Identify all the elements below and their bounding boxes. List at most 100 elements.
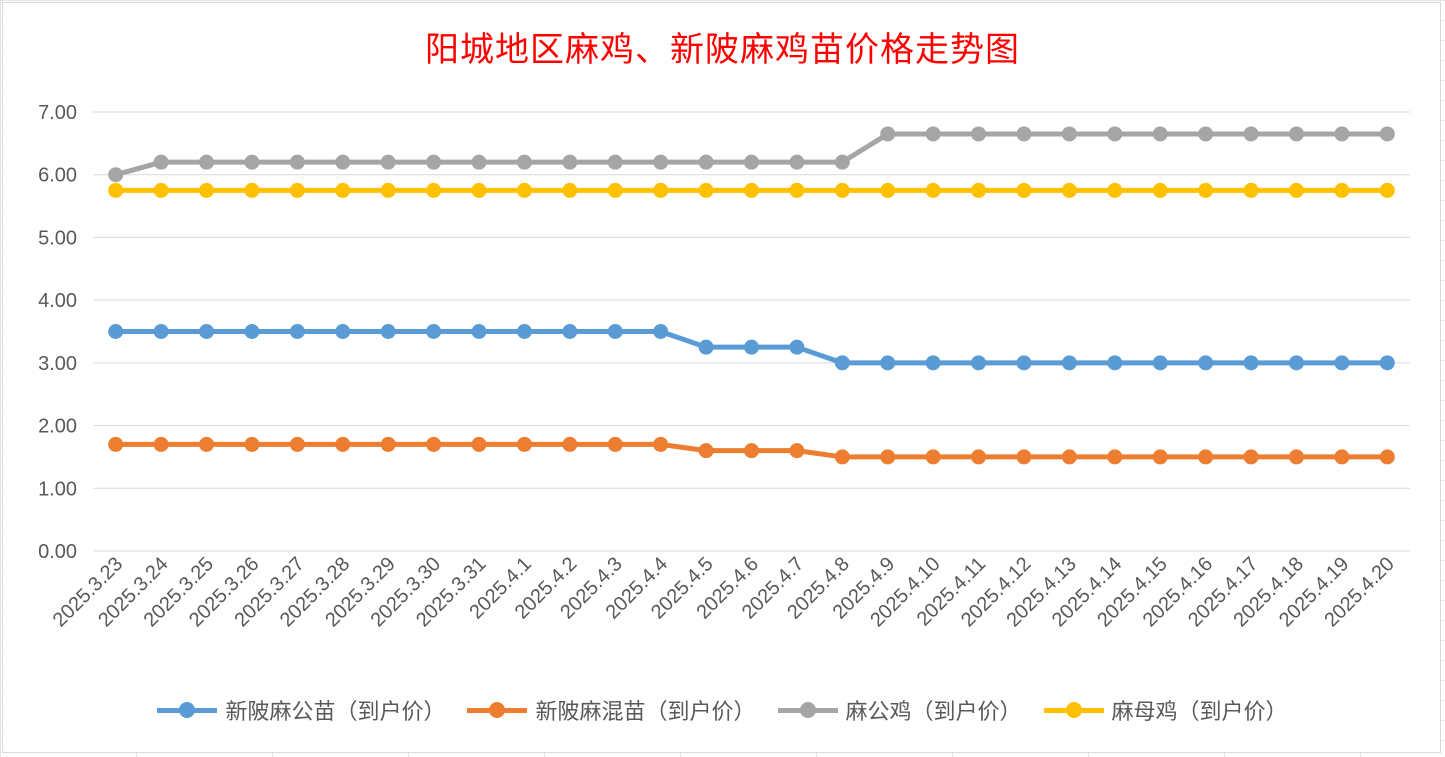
legend: 新陂麻公苗（到户价） 新陂麻混苗（到户价） 麻公鸡（到户价） 麻母鸡（到户价）	[0, 694, 1445, 726]
legend-marker	[777, 702, 838, 718]
data-point	[244, 436, 260, 452]
data-point	[199, 436, 215, 452]
data-point	[289, 154, 305, 170]
data-point	[1198, 126, 1214, 142]
data-point	[244, 182, 260, 198]
data-point	[1243, 126, 1259, 142]
data-point	[834, 449, 850, 465]
data-point	[153, 154, 169, 170]
data-point	[925, 449, 941, 465]
data-point	[1334, 182, 1350, 198]
data-point	[971, 126, 987, 142]
data-point	[1016, 182, 1032, 198]
data-point	[153, 324, 169, 339]
data-point	[335, 182, 351, 198]
data-point	[289, 436, 305, 452]
series-4	[108, 182, 1395, 198]
data-point	[108, 324, 124, 339]
data-point	[1379, 449, 1395, 465]
data-point	[289, 182, 305, 198]
data-point	[971, 355, 987, 371]
data-point	[1198, 182, 1214, 198]
y-tick-label: 3.00	[38, 353, 77, 375]
data-point	[789, 443, 805, 459]
data-point	[1016, 355, 1032, 371]
series-1	[108, 324, 1395, 371]
y-tick-label: 2.00	[38, 416, 77, 438]
data-point	[698, 154, 714, 170]
data-point	[744, 339, 759, 355]
data-point	[199, 182, 215, 198]
data-point	[880, 449, 896, 465]
data-point	[607, 324, 623, 339]
data-point	[108, 182, 124, 198]
data-point	[516, 182, 532, 198]
data-point	[426, 182, 442, 198]
chart-title: 阳城地区麻鸡、新陂麻鸡苗价格走势图	[425, 30, 1020, 70]
data-point	[653, 324, 669, 339]
data-point	[153, 182, 169, 198]
data-point	[1152, 182, 1168, 198]
y-tick-label: 7.00	[38, 102, 77, 124]
data-point	[335, 154, 351, 170]
data-point	[1334, 449, 1350, 465]
data-point	[516, 154, 532, 170]
data-point	[516, 324, 532, 339]
data-point	[607, 436, 623, 452]
data-point	[880, 182, 896, 198]
data-point	[562, 436, 578, 452]
gridlines	[93, 111, 1410, 552]
data-point	[1198, 449, 1214, 465]
data-point	[1107, 126, 1123, 142]
data-point	[880, 126, 896, 142]
data-point	[1061, 449, 1077, 465]
data-point	[335, 324, 351, 339]
data-point	[1107, 182, 1123, 198]
data-point	[698, 443, 714, 459]
data-point	[789, 154, 805, 170]
data-point	[1016, 449, 1032, 465]
data-point	[380, 154, 396, 170]
data-point	[153, 436, 169, 452]
data-point	[653, 436, 669, 452]
data-point	[199, 324, 215, 339]
data-point	[834, 182, 850, 198]
legend-item: 新陂麻混苗（到户价）	[467, 694, 756, 726]
data-point	[1288, 126, 1304, 142]
data-point	[1334, 355, 1350, 371]
data-point	[244, 154, 260, 170]
data-point	[199, 154, 215, 170]
data-point	[426, 154, 442, 170]
data-point	[1198, 355, 1214, 371]
y-tick-label: 1.00	[38, 478, 77, 500]
data-point	[1016, 126, 1032, 142]
data-point	[744, 154, 759, 170]
data-point	[971, 182, 987, 198]
legend-marker	[467, 702, 528, 718]
y-tick-label: 0.00	[38, 541, 77, 563]
x-axis: 2025.3.232025.3.242025.3.252025.3.262025…	[49, 553, 1399, 631]
data-point	[471, 182, 487, 198]
series-3	[108, 126, 1395, 183]
data-point	[1243, 355, 1259, 371]
data-point	[108, 436, 124, 452]
data-point	[1152, 355, 1168, 371]
y-tick-label: 6.00	[38, 165, 77, 187]
data-point	[698, 339, 714, 355]
data-point	[653, 182, 669, 198]
data-point	[471, 154, 487, 170]
y-axis: 0.00 1.00 2.00 3.00 4.00 5.00 6.00 7.00	[38, 102, 77, 563]
data-point	[562, 182, 578, 198]
data-point	[289, 324, 305, 339]
data-point	[1107, 355, 1123, 371]
data-point	[607, 182, 623, 198]
data-point	[1061, 126, 1077, 142]
data-point	[335, 436, 351, 452]
data-point	[380, 436, 396, 452]
data-point	[1288, 355, 1304, 371]
data-point	[834, 355, 850, 371]
data-point	[1061, 182, 1077, 198]
data-point	[1379, 182, 1395, 198]
